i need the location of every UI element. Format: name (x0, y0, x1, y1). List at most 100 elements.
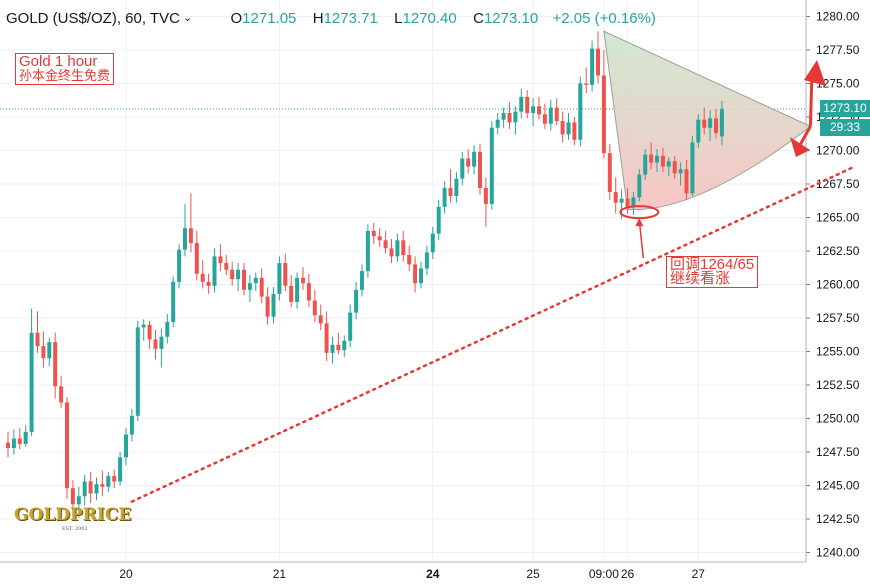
candle-body (153, 339, 158, 349)
candle-body (649, 154, 654, 163)
candle-body (224, 263, 229, 270)
candle-body (35, 332, 40, 347)
candle-body (407, 255, 412, 265)
candle-body (572, 122, 577, 140)
candle-body (230, 269, 235, 280)
candle-body (696, 119, 701, 143)
candle-body (159, 336, 164, 349)
candle-body (242, 269, 246, 290)
countdown-tag: 29:33 (820, 119, 870, 136)
y-tick-label: 1270.00 (816, 144, 860, 158)
y-tick-label: 1280.00 (816, 10, 860, 24)
goldprice-logo: GOLDPRICE (14, 505, 132, 525)
change-value: +2.05 (+0.16%) (552, 10, 656, 27)
candle-body (183, 228, 187, 250)
candle-body (702, 119, 707, 128)
candle-body (106, 476, 111, 487)
candle-body (454, 178, 459, 197)
candle-body (596, 48, 600, 76)
candle-body (295, 277, 300, 302)
candle-body (165, 322, 170, 337)
candle-body (194, 242, 199, 274)
candle-body (413, 264, 418, 284)
candle-body (147, 324, 152, 340)
candle-body (177, 249, 182, 282)
candle-body (637, 174, 642, 198)
title-annotation-line2: 孙本金终生免费 (19, 68, 111, 83)
candle-body (666, 161, 671, 167)
candle-body (607, 153, 612, 193)
x-tick-label: 09:00 (589, 567, 619, 581)
candle-body (112, 476, 117, 482)
candle-body (100, 484, 105, 487)
candle-body (342, 340, 347, 351)
arrow-up-icon (635, 218, 644, 227)
candle-body (613, 192, 618, 203)
candle-body (460, 158, 465, 179)
y-tick-label: 1265.00 (816, 211, 860, 225)
candle-body (88, 481, 93, 494)
y-tick-label: 1247.50 (816, 445, 860, 459)
candle-body (690, 142, 695, 194)
candle-body (129, 415, 134, 435)
open-value: 1271.05 (242, 10, 297, 27)
candle-body (542, 114, 547, 124)
high-value: 1273.71 (323, 10, 378, 27)
chevron-down-icon[interactable]: ⌄ (182, 12, 193, 24)
candle-body (253, 277, 258, 284)
y-tick-label: 1250.00 (816, 412, 860, 426)
candle-body (29, 332, 34, 432)
candle-body (578, 83, 583, 140)
low-value: 1270.40 (402, 10, 457, 27)
title-annotation-line1: Gold 1 hour (19, 53, 98, 70)
candle-body (525, 96, 530, 113)
candle-body (171, 281, 176, 323)
x-tick-label: 20 (119, 567, 133, 581)
candle-body (383, 240, 388, 249)
open-label: O (230, 10, 243, 27)
last-price-tag: 1273.10 (820, 100, 870, 117)
candle-body (619, 198, 624, 203)
candle-body (684, 169, 689, 194)
candle-body (442, 188, 447, 207)
candle-body (531, 106, 536, 113)
candle-body (336, 344, 341, 351)
candle-body (41, 346, 46, 359)
pullback-arrow-line (798, 125, 812, 146)
candle-body (277, 263, 282, 294)
high-label: H (312, 10, 324, 27)
candle-body (389, 248, 394, 257)
candle-body (631, 197, 636, 207)
x-tick-label: 25 (526, 567, 540, 581)
candle-body (324, 323, 329, 353)
candle-body (419, 268, 423, 284)
candle-body (483, 188, 488, 205)
candle-body (6, 442, 10, 448)
candle-body (448, 188, 453, 197)
candle-body (501, 112, 506, 120)
y-tick-label: 1242.50 (816, 512, 860, 526)
candle-body (330, 344, 335, 353)
candle-body (265, 296, 270, 317)
candle-body (212, 256, 217, 286)
candle-body (17, 438, 22, 444)
symbol-header[interactable]: GOLD (US$/OZ), 60, TVC ⌄ O1271.05 H1273.7… (6, 10, 656, 27)
candle-body (271, 293, 276, 317)
candle-body (672, 161, 677, 174)
y-tick-label: 1260.00 (816, 278, 860, 292)
candle-body (283, 263, 288, 286)
candle-body (714, 118, 718, 134)
low-label: L (394, 10, 403, 27)
candle-body (200, 273, 205, 282)
x-tick-label: 24 (426, 567, 440, 581)
symbol-name[interactable]: GOLD (US$/OZ), 60, TVC (6, 10, 180, 27)
candle-body (236, 269, 241, 280)
callout-line1: 回调1264/65 (670, 256, 755, 273)
y-tick-label: 1257.50 (816, 311, 860, 325)
candle-body (206, 281, 211, 286)
candle-body (560, 121, 565, 135)
candle-body (513, 111, 518, 123)
candle-body (348, 312, 353, 341)
